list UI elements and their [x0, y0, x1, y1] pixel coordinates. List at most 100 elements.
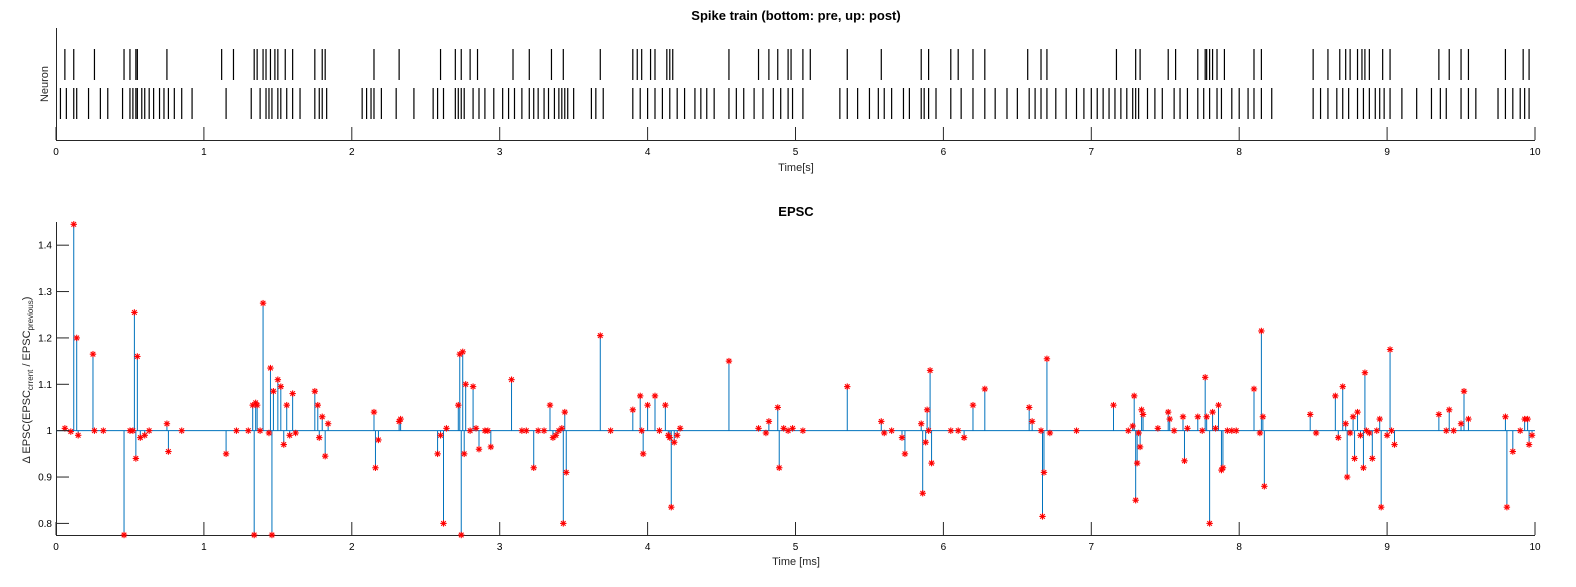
epsc-ytick-label: 1.4: [38, 241, 52, 252]
epsc-marker: [475, 446, 483, 453]
epsc-marker: [1184, 425, 1191, 432]
raster-tick-label: 1: [201, 147, 207, 158]
epsc-marker: [546, 401, 554, 409]
epsc-marker: [607, 427, 614, 434]
epsc-marker: [597, 332, 604, 339]
epsc-marker: [1391, 441, 1398, 448]
epsc-marker: [1166, 415, 1173, 423]
epsc-marker: [1135, 429, 1142, 437]
epsc-marker: [656, 427, 663, 434]
epsc-marker: [283, 401, 290, 409]
epsc-marker: [1250, 385, 1258, 393]
raster-tick-label: 9: [1384, 147, 1390, 158]
raster-chart: Spike train (bottom: pre, up: post) Neur…: [39, 8, 1541, 174]
epsc-marker: [1446, 406, 1453, 413]
epsc-marker: [1357, 432, 1364, 439]
epsc-ylabel-mid: / EPSC: [21, 330, 33, 369]
epsc-marker: [1366, 429, 1373, 437]
epsc-marker: [878, 418, 885, 425]
epsc-marker: [534, 427, 542, 434]
epsc-marker: [286, 432, 293, 439]
epsc-marker: [1388, 427, 1395, 434]
epsc-marker: [1179, 413, 1187, 420]
epsc-marker: [1346, 429, 1354, 437]
epsc-ytick-label: 1.3: [38, 287, 52, 298]
epsc-marker: [443, 425, 450, 432]
epsc-marker: [233, 427, 240, 434]
epsc-marker: [1361, 369, 1369, 376]
epsc-xtick-label: 0: [53, 542, 59, 553]
epsc-marker: [789, 425, 796, 432]
epsc-marker: [1037, 427, 1045, 434]
epsc-marker: [280, 441, 287, 448]
epsc-y-ticks: 0.8 0.9 1 1.1 1.2 1.3 1.4: [38, 241, 69, 530]
epsc-marker: [1258, 327, 1265, 335]
epsc-ytick-label: 1.1: [38, 380, 52, 391]
epsc-marker: [1503, 503, 1511, 511]
epsc-marker: [1043, 355, 1051, 362]
epsc-marker: [881, 429, 888, 437]
epsc-ylabel-sub2: previous: [26, 300, 35, 330]
epsc-ylabel-sub1: crrent: [26, 369, 35, 390]
epsc-marker: [73, 334, 80, 342]
epsc-marker: [165, 448, 172, 455]
epsc-marker: [1133, 459, 1141, 467]
epsc-marker: [70, 221, 77, 228]
epsc-marker: [137, 434, 144, 441]
epsc-marker: [637, 392, 644, 400]
epsc-marker: [1376, 415, 1383, 423]
epsc-marker: [324, 420, 332, 427]
epsc-marker: [954, 427, 962, 434]
epsc-marker: [629, 406, 637, 413]
epsc-chart: EPSC Δ EPSC(EPSCcrrent / EPSCprevious) 0…: [21, 204, 1541, 568]
epsc-xtick-label: 2: [349, 542, 355, 553]
epsc-xtick-label: 10: [1529, 542, 1541, 553]
epsc-marker: [259, 299, 267, 307]
epsc-marker: [141, 432, 148, 439]
epsc-ytick-label: 1.2: [38, 333, 52, 344]
epsc-xtick-label: 1: [201, 542, 207, 553]
epsc-marker: [250, 531, 258, 539]
epsc-marker: [1443, 427, 1450, 434]
epsc-marker: [638, 427, 645, 434]
epsc-marker: [466, 427, 474, 434]
epsc-marker: [888, 427, 895, 434]
epsc-marker: [253, 401, 261, 409]
epsc-marker: [370, 408, 378, 416]
epsc-marker: [314, 401, 321, 409]
epsc-marker: [530, 464, 537, 471]
raster-tick-label: 6: [941, 147, 947, 158]
epsc-marker: [469, 383, 477, 390]
epsc-marker: [292, 429, 299, 437]
epsc-marker: [134, 353, 141, 360]
epsc-marker: [1046, 429, 1054, 437]
epsc-marker: [1509, 448, 1517, 455]
epsc-marker: [245, 427, 252, 434]
epsc-marker: [1528, 432, 1536, 439]
raster-tick-label: 10: [1529, 147, 1541, 158]
epsc-marker: [969, 401, 977, 409]
epsc-title: EPSC: [778, 204, 814, 219]
epsc-marker: [256, 427, 264, 434]
epsc-marker: [1377, 503, 1385, 511]
raster-tick-label: 2: [349, 147, 355, 158]
epsc-marker: [1343, 473, 1351, 481]
epsc-marker: [926, 367, 934, 374]
epsc-marker: [1170, 427, 1178, 434]
epsc-ytick-label: 0.8: [38, 519, 52, 530]
epsc-marker: [662, 401, 669, 409]
epsc-marker: [918, 420, 925, 427]
epsc-marker: [1139, 411, 1147, 418]
epsc-marker: [668, 503, 675, 511]
epsc-marker: [780, 425, 787, 432]
epsc-marker: [1138, 406, 1145, 413]
epsc-marker: [132, 455, 140, 462]
epsc-marker: [1224, 427, 1231, 434]
epsc-marker: [563, 469, 570, 476]
epsc-marker: [1369, 455, 1376, 462]
epsc-marker: [922, 439, 929, 446]
epsc-marker: [1517, 427, 1524, 434]
epsc-marker: [523, 427, 530, 434]
epsc-marker: [928, 459, 935, 467]
epsc-marker: [1028, 418, 1036, 425]
